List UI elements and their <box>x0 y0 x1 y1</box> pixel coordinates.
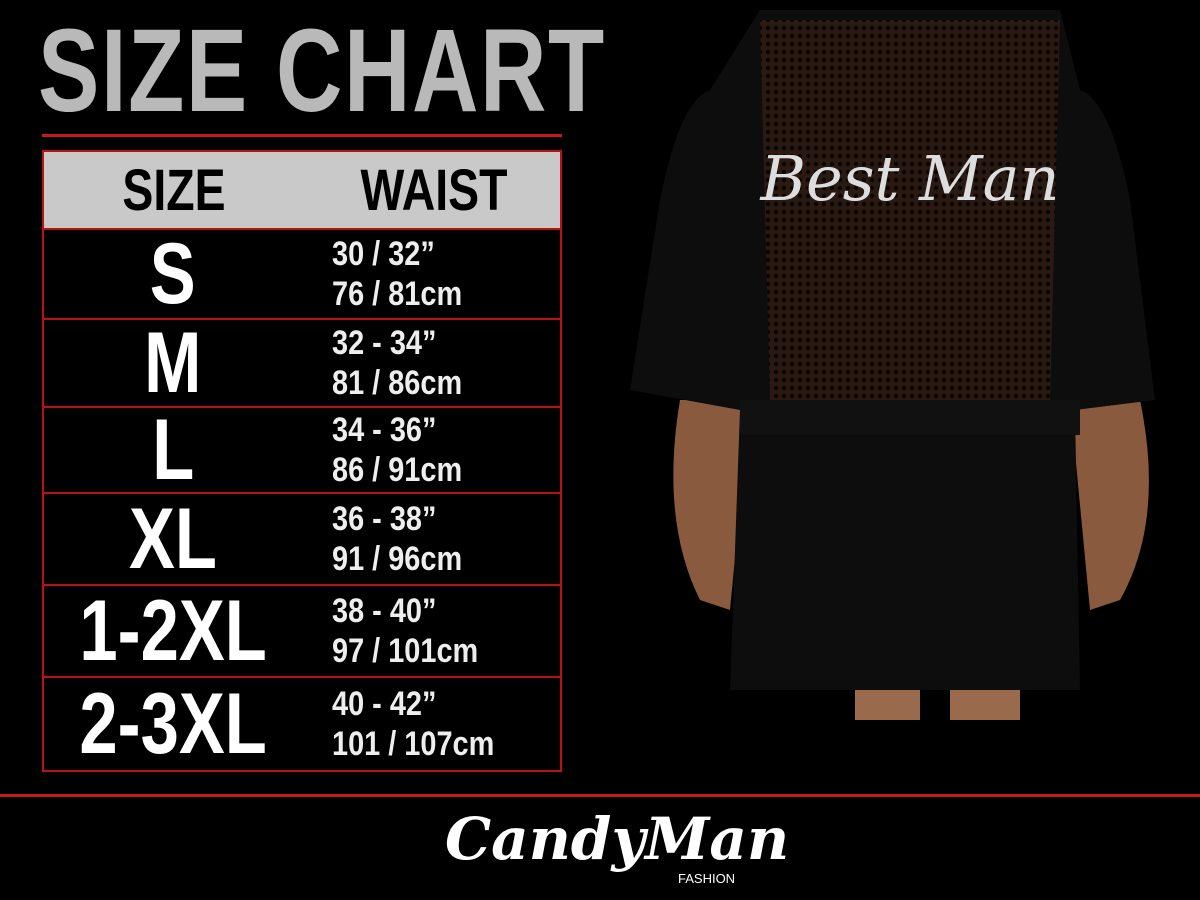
size-label: XL <box>128 490 217 587</box>
waist-inches: 40 - 42” <box>331 685 437 723</box>
waist-cm: 81 / 86cm <box>331 364 463 402</box>
waist-inches: 30 / 32” <box>331 235 435 273</box>
size-label: 2-3XL <box>79 675 267 772</box>
waist-cm: 91 / 96cm <box>331 540 463 578</box>
table-row: 1-2XL 38 - 40” 97 / 101cm <box>44 583 560 679</box>
header-size: SIZE <box>122 157 226 223</box>
product-photo: Best Man <box>630 10 1155 720</box>
size-label: L <box>151 401 194 498</box>
header-waist: WAIST <box>360 157 508 223</box>
table-row: M 32 - 34” 81 / 86cm <box>44 315 560 411</box>
divider <box>42 134 562 137</box>
waist-inches: 38 - 40” <box>331 592 437 630</box>
table-row: 2-3XL 40 - 42” 101 / 107cm <box>44 676 560 772</box>
brand-sub: FASHION <box>678 871 736 886</box>
size-table: SIZE WAIST S 30 / 32” 76 / 81cm M 32 - 34”… <box>42 150 562 772</box>
size-label: 1-2XL <box>79 582 267 679</box>
brand-logo: CandyMan <box>445 805 790 873</box>
garment-text: Best Man <box>759 142 1059 215</box>
page-title: SIZE CHART <box>38 5 606 137</box>
waist-inches: 36 - 38” <box>331 500 437 538</box>
bottom-divider <box>0 794 1200 797</box>
waist-inches: 32 - 34” <box>331 324 437 362</box>
waist-cm: 101 / 107cm <box>331 725 495 763</box>
waist-cm: 86 / 91cm <box>331 451 463 489</box>
table-row: L 34 - 36” 86 / 91cm <box>44 402 560 498</box>
table-header: SIZE WAIST <box>44 152 560 230</box>
size-label: M <box>144 314 202 411</box>
table-row: XL 36 - 38” 91 / 96cm <box>44 491 560 587</box>
waist-cm: 76 / 81cm <box>331 275 463 313</box>
table-row: S 30 / 32” 76 / 81cm <box>44 226 560 322</box>
waist-cm: 97 / 101cm <box>331 632 479 670</box>
waist-inches: 34 - 36” <box>331 411 437 449</box>
size-label: S <box>149 225 196 322</box>
